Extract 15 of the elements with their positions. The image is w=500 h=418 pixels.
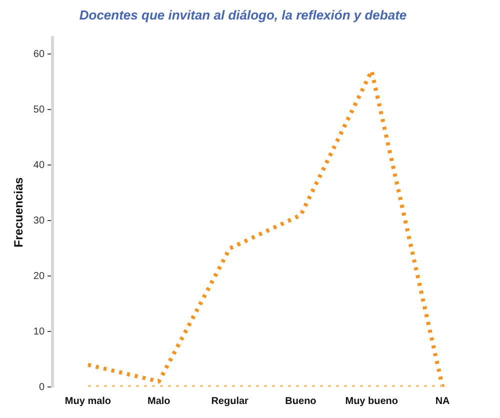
y-tick-label: 40 bbox=[33, 160, 45, 171]
x-tick-label: Muy bueno bbox=[345, 396, 398, 407]
y-tick-label: 0 bbox=[38, 382, 45, 393]
x-tick-label: Muy malo bbox=[64, 396, 112, 407]
y-tick-label: 60 bbox=[33, 48, 45, 60]
x-tick-label: Bueno bbox=[285, 396, 316, 407]
x-tick-label: Regular bbox=[211, 396, 249, 407]
y-tick-label: 20 bbox=[33, 270, 45, 282]
y-tick-label: 30 bbox=[33, 215, 45, 226]
y-tick-label: 50 bbox=[33, 104, 45, 116]
chart-title: Docentes que invitan al diálogo, la reflexión y debate bbox=[79, 7, 407, 22]
x-tick-label: NA bbox=[435, 396, 450, 407]
x-tick-label: Malo bbox=[148, 396, 170, 407]
y-tick-label: 10 bbox=[33, 326, 45, 338]
y-axis-title: Frecuencias bbox=[12, 176, 26, 248]
